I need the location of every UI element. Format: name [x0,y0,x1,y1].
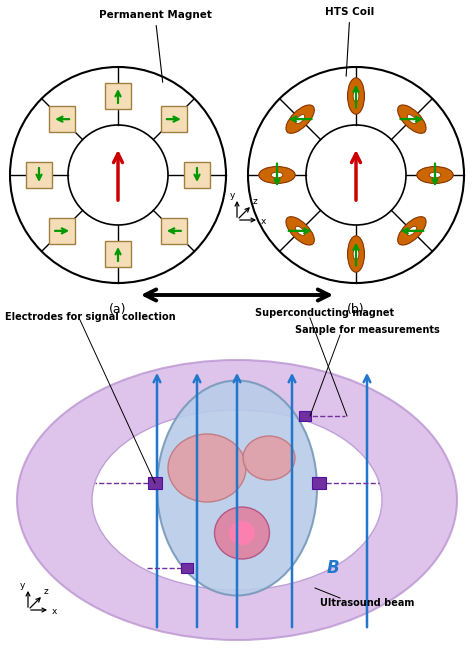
Ellipse shape [286,216,314,245]
Ellipse shape [429,172,441,178]
Ellipse shape [295,114,305,124]
Ellipse shape [295,226,305,235]
Text: z: z [253,198,258,207]
FancyBboxPatch shape [148,477,162,489]
FancyBboxPatch shape [49,218,75,244]
FancyBboxPatch shape [299,411,311,421]
Ellipse shape [243,436,295,480]
Ellipse shape [398,216,426,245]
Text: Superconducting magnet: Superconducting magnet [255,308,394,318]
Text: z: z [44,587,49,596]
Circle shape [10,67,226,283]
Text: Permanent Magnet: Permanent Magnet [99,10,211,82]
FancyBboxPatch shape [49,106,75,132]
Ellipse shape [407,114,417,124]
Ellipse shape [271,172,283,178]
FancyBboxPatch shape [161,106,187,132]
Ellipse shape [229,521,255,545]
Text: Ultrasound beam: Ultrasound beam [320,598,414,608]
Ellipse shape [398,105,426,133]
Ellipse shape [215,507,270,559]
Text: x: x [261,218,266,226]
Text: y: y [230,190,236,199]
Ellipse shape [92,410,382,590]
Ellipse shape [286,105,314,133]
Text: (a): (a) [109,303,127,316]
Circle shape [248,67,464,283]
Text: y: y [20,581,26,589]
Circle shape [306,125,406,225]
Ellipse shape [17,360,457,640]
FancyBboxPatch shape [184,162,210,188]
Ellipse shape [353,248,359,260]
Circle shape [68,125,168,225]
FancyBboxPatch shape [181,563,193,573]
Ellipse shape [157,381,317,596]
Ellipse shape [417,167,453,184]
Text: x: x [52,608,57,617]
FancyBboxPatch shape [26,162,52,188]
Text: (b): (b) [347,303,365,316]
FancyBboxPatch shape [312,477,326,489]
Ellipse shape [353,90,359,102]
FancyBboxPatch shape [105,241,131,267]
Text: Sample for measurements: Sample for measurements [295,325,440,335]
Ellipse shape [347,236,365,272]
Text: Electrodes for signal collection: Electrodes for signal collection [5,312,176,322]
Ellipse shape [168,434,246,502]
Ellipse shape [407,226,417,235]
Text: HTS Coil: HTS Coil [325,7,374,77]
FancyBboxPatch shape [105,83,131,109]
Ellipse shape [347,78,365,114]
FancyBboxPatch shape [161,218,187,244]
Text: B: B [327,559,340,577]
Ellipse shape [259,167,295,184]
